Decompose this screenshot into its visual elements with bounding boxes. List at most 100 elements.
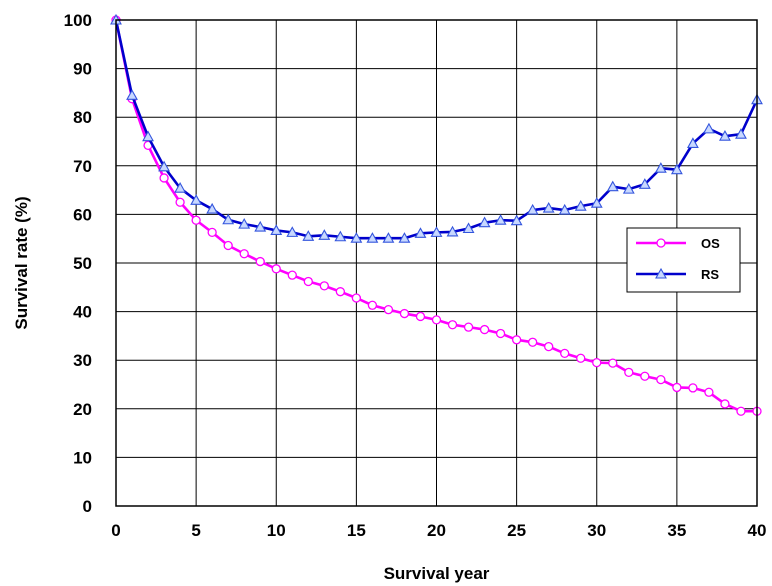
data-point-os bbox=[576, 353, 586, 363]
data-point-os bbox=[463, 322, 474, 332]
data-point-rs bbox=[222, 213, 235, 225]
data-point-rs bbox=[510, 214, 523, 226]
data-point-rs bbox=[270, 224, 283, 235]
legend-marker-os bbox=[656, 238, 666, 248]
data-point-os bbox=[319, 281, 329, 291]
data-point-rs bbox=[414, 227, 427, 238]
data-point-rs bbox=[654, 162, 667, 173]
grid bbox=[115, 19, 758, 507]
data-point-rs bbox=[702, 122, 715, 134]
data-point-os bbox=[431, 315, 442, 325]
data-point-os bbox=[479, 324, 490, 335]
data-point-rs bbox=[254, 220, 267, 232]
data-point-os bbox=[239, 249, 249, 259]
data-point-os bbox=[335, 287, 346, 297]
data-point-os bbox=[736, 406, 746, 416]
data-point-os bbox=[495, 328, 506, 339]
data-point-os bbox=[303, 276, 313, 287]
data-point-os bbox=[640, 371, 650, 381]
data-point-rs bbox=[286, 226, 299, 237]
data-point-os bbox=[191, 215, 201, 225]
y-tick-label: 70 bbox=[73, 157, 92, 176]
x-tick-label: 20 bbox=[427, 521, 446, 540]
series-rs bbox=[110, 13, 763, 243]
x-tick-label: 40 bbox=[748, 521, 767, 540]
series-os bbox=[111, 15, 762, 416]
data-point-rs bbox=[318, 229, 331, 240]
data-point-os bbox=[175, 197, 185, 207]
x-tick-label: 30 bbox=[587, 521, 606, 540]
x-tick-label: 10 bbox=[267, 521, 286, 540]
data-point-os bbox=[399, 308, 410, 319]
data-point-os bbox=[351, 293, 362, 303]
data-point-os bbox=[383, 305, 394, 315]
y-tick-label: 20 bbox=[73, 400, 92, 419]
data-point-rs bbox=[334, 230, 347, 242]
data-point-os bbox=[367, 300, 378, 310]
data-point-os bbox=[624, 367, 634, 378]
data-point-rs bbox=[606, 180, 619, 192]
x-axis-title: Survival year bbox=[384, 564, 490, 583]
data-point-os bbox=[415, 311, 426, 322]
data-point-os bbox=[511, 335, 522, 345]
data-point-rs bbox=[686, 137, 699, 148]
tick-labels: 0 5 10 15 20 25 30 35 40 0 10 20 30 40 50 60 70 80 90 100 bbox=[64, 11, 767, 540]
legend-marker-rs bbox=[655, 267, 667, 279]
data-point-os bbox=[688, 383, 698, 393]
data-point-os bbox=[592, 357, 602, 368]
x-tick-label: 35 bbox=[667, 521, 686, 540]
y-tick-label: 80 bbox=[73, 108, 92, 127]
data-point-rs bbox=[462, 222, 475, 234]
data-point-os bbox=[608, 358, 618, 368]
data-point-rs bbox=[430, 226, 443, 237]
data-point-os bbox=[287, 270, 297, 280]
x-tick-label: 5 bbox=[191, 521, 200, 540]
legend-box bbox=[626, 227, 741, 293]
legend: OS RS bbox=[626, 227, 741, 293]
data-point-os bbox=[560, 348, 570, 359]
data-point-rs bbox=[350, 232, 363, 243]
data-point-rs bbox=[126, 89, 138, 100]
data-point-os bbox=[447, 320, 458, 330]
data-point-rs bbox=[382, 232, 395, 243]
data-point-rs bbox=[142, 130, 154, 142]
x-tick-label: 25 bbox=[507, 521, 526, 540]
data-point-rs bbox=[719, 130, 731, 141]
data-point-rs bbox=[206, 202, 219, 214]
data-point-rs bbox=[622, 182, 635, 194]
x-tick-label: 15 bbox=[347, 521, 366, 540]
y-tick-label: 0 bbox=[83, 497, 92, 516]
data-point-rs bbox=[158, 160, 171, 172]
y-tick-label: 60 bbox=[73, 205, 92, 224]
data-point-rs bbox=[574, 200, 587, 211]
data-point-os bbox=[207, 227, 217, 238]
data-point-rs bbox=[238, 217, 251, 229]
y-tick-label: 30 bbox=[73, 351, 92, 370]
data-point-rs bbox=[494, 214, 507, 225]
data-point-rs bbox=[446, 225, 459, 237]
y-tick-label: 90 bbox=[73, 60, 92, 79]
data-point-os bbox=[271, 264, 281, 274]
data-point-rs bbox=[366, 232, 379, 243]
data-point-rs bbox=[398, 232, 411, 243]
data-point-rs bbox=[302, 230, 315, 241]
x-tick-label: 0 bbox=[111, 521, 120, 540]
data-point-os bbox=[656, 374, 666, 385]
data-point-os bbox=[159, 173, 169, 183]
data-point-rs bbox=[190, 194, 203, 205]
y-tick-label: 100 bbox=[64, 11, 92, 30]
data-point-os bbox=[544, 341, 554, 352]
legend-label-os: OS bbox=[701, 236, 720, 251]
data-point-rs bbox=[526, 203, 539, 215]
plot-frame bbox=[115, 19, 758, 507]
data-point-os bbox=[672, 382, 682, 393]
y-tick-label: 40 bbox=[73, 303, 92, 322]
data-point-rs bbox=[590, 197, 603, 208]
y-tick-label: 10 bbox=[73, 448, 92, 467]
data-point-os bbox=[528, 337, 538, 347]
data-point-os bbox=[223, 240, 233, 251]
data-point-rs bbox=[542, 201, 555, 213]
y-axis-title: Survival rate (%) bbox=[12, 196, 31, 329]
data-point-rs bbox=[735, 128, 747, 139]
